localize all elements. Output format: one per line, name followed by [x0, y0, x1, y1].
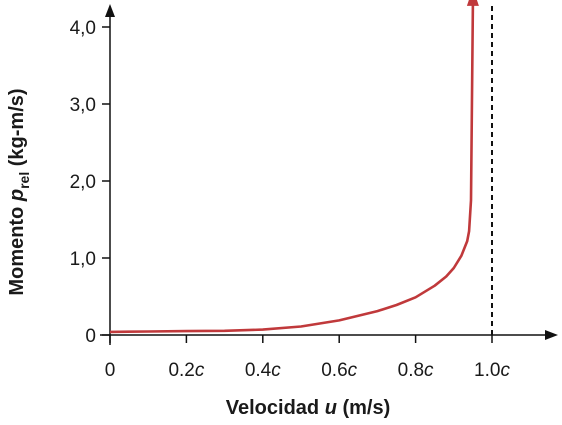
y-tick-label: 3,0 [70, 95, 96, 116]
y-tick-label: 0 [85, 326, 96, 347]
x-tick-label: 0.2c [168, 360, 204, 381]
x-ticks: 0 0.2c 0.4c 0.6c 0.8c 1.0c [105, 335, 510, 381]
x-tick-label: 0.4c [245, 360, 281, 381]
x-tick-label: 0 [105, 360, 116, 381]
momentum-curve-arrowhead [466, 0, 479, 6]
x-tick-label: 1.0c [474, 360, 510, 381]
y-axis-title: Momento prel (kg-m/s) [6, 88, 32, 295]
y-tick-label: 2,0 [70, 172, 96, 193]
y-axis-arrowhead [105, 4, 115, 17]
x-tick-label: 0.6c [321, 360, 357, 381]
y-axis-title-subscript: rel [16, 172, 32, 189]
axes [100, 4, 558, 345]
y-ticks: 0 1,0 2,0 3,0 4,0 [70, 18, 110, 347]
x-tick-label: 0.8c [398, 360, 434, 381]
x-axis-arrowhead [545, 330, 558, 340]
x-axis-title-variable: u [325, 397, 337, 419]
series-layer [109, 0, 479, 334]
y-tick-label: 4,0 [70, 18, 96, 39]
y-axis-title-variable: p [6, 189, 28, 202]
x-axis-title: Velocidad u (m/s) [226, 397, 391, 419]
y-tick-label: 1,0 [70, 249, 96, 270]
momentum-curve [109, 3, 475, 334]
